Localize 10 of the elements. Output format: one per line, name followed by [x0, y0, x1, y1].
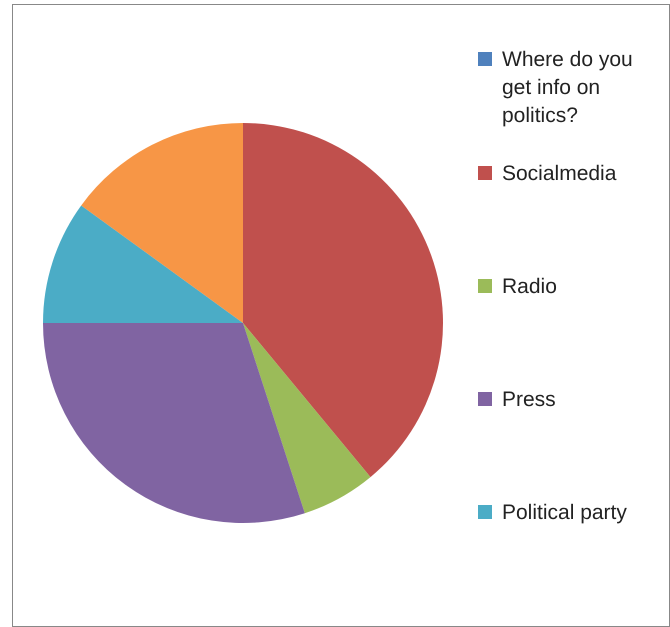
- legend-label: Radio: [502, 274, 557, 300]
- legend-label: Political party: [502, 500, 627, 526]
- legend-label: Where do you get info on politics?: [502, 47, 634, 129]
- legend-label: Press: [502, 387, 556, 413]
- pie-slice: [43, 323, 305, 523]
- pie-slice: [81, 123, 243, 323]
- pie-slice: [243, 323, 370, 514]
- pie-slice: [243, 123, 443, 478]
- pie-slice: [43, 205, 243, 323]
- legend-label: Socialmedia: [502, 161, 616, 187]
